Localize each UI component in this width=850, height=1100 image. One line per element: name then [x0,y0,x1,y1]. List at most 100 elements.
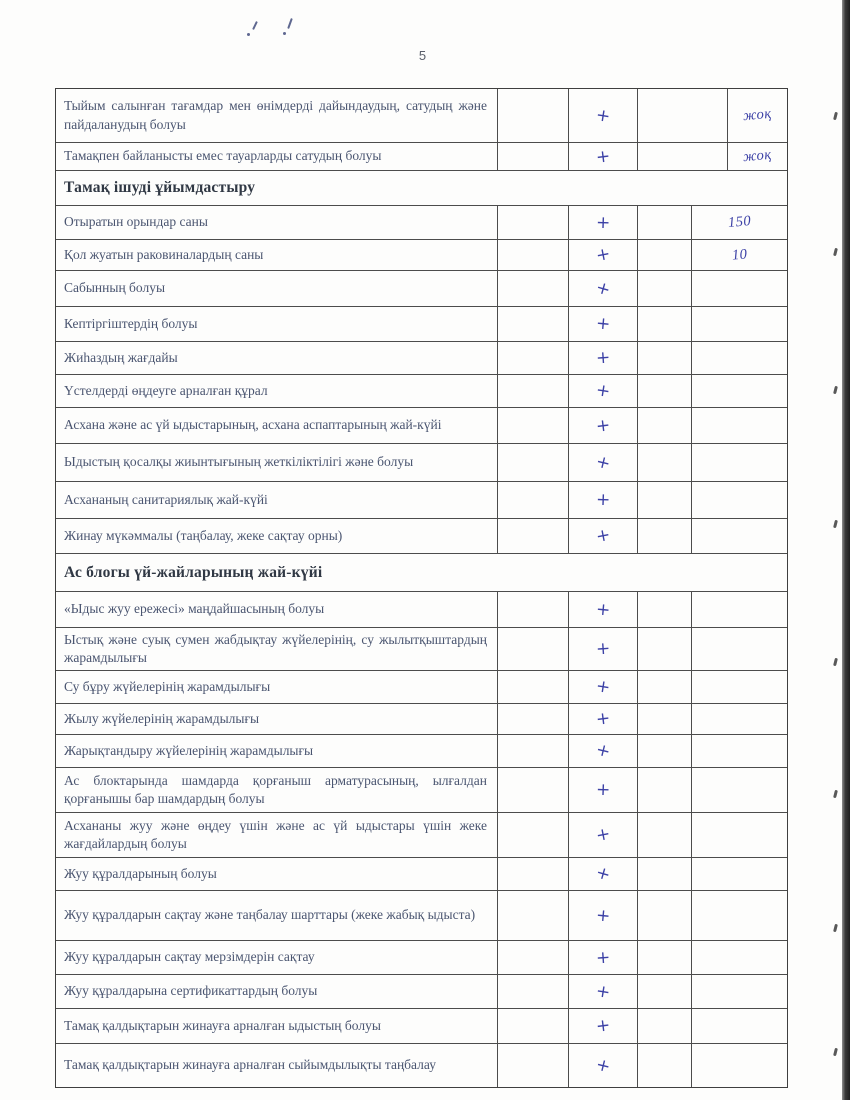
grade-cell [691,444,787,481]
table-row: Үстелдерді өңдеуге арналған құрал + [56,374,787,407]
table-row: Тыйым салынған тағамдар мен өнімдерді да… [56,89,787,142]
criterion-label: Тамақ қалдықтарын жинауға арналған ыдыст… [64,1017,381,1033]
grade-cell [691,975,787,1008]
grade-cell [497,519,568,553]
grade-cell [637,858,691,890]
grade-cell [637,143,727,170]
grade-cell [691,519,787,553]
table-row: Жуу құралдарын сақтау және таңбалау шарт… [56,890,787,940]
grade-cell: жоқ [727,89,787,142]
grade-cell [497,408,568,443]
grade-cell: + [568,342,637,374]
grade-cell: + [568,89,637,142]
criterion-label: Жинау мүкәммалы (таңбалау, жеке сақтау о… [64,527,343,543]
handwritten-plus-mark: + [594,823,612,847]
criterion-label: Сабынның болуы [64,280,166,296]
grade-cell [637,240,691,270]
criterion-label: Жиһаздың жағдайы [64,349,178,365]
grade-cell [497,735,568,767]
scan-edge-shadow [842,0,850,1100]
grade-cell [637,704,691,734]
handwritten-plus-mark: + [594,380,612,402]
handwritten-plus-mark: + [595,212,611,233]
criterion-label: Жарықтандыру жүйелерінің жарамдылығы [64,742,314,758]
handwritten-plus-mark: + [594,104,612,127]
handwritten-plus-mark: + [594,676,612,698]
grade-cell [691,342,787,374]
grade-cell [691,735,787,767]
criterion-label: Жуу құралдарын сақтау және таңбалау шарт… [64,907,476,923]
grade-cell [497,592,568,627]
table-row: Сабынның болуы + [56,270,787,306]
grade-cell [637,89,727,142]
criterion-label: Ыдыстың қосалқы жиынтығының жеткіліктілі… [64,454,414,470]
section-header-row: Тамақ ішуді ұйымдастыру [56,170,787,205]
grade-cell [497,1044,568,1087]
handwritten-plus-mark: + [594,243,612,267]
grade-cell: + [568,858,637,890]
handwritten-plus-mark: + [593,1054,613,1077]
grade-cell [691,1044,787,1087]
table-row: «Ыдыс жуу ережесі» маңдайшасының болуы + [56,591,787,627]
criterion-label: Кептіргіштердің болуы [64,315,198,331]
grade-cell [691,271,787,306]
table-row: Ас блоктарында шамдарда қорғаныш арматур… [56,767,787,812]
grade-cell [497,342,568,374]
handwritten-plus-mark: + [594,414,612,437]
handwritten-note: 150 [727,213,752,231]
handwritten-plus-mark: + [593,276,613,301]
grade-cell [497,704,568,734]
grade-cell [497,143,568,170]
criterion-label: Жуу құралдарына сертификаттардың болуы [64,983,318,999]
table-row: Жинау мүкәммалы (таңбалау, жеке сақтау о… [56,518,787,553]
handwritten-plus-mark: + [595,904,611,927]
grade-cell [691,768,787,812]
grade-cell [691,375,787,407]
criterion-label: Тыйым салынған тағамдар мен өнімдерді да… [64,98,487,132]
handwritten-plus-mark: + [593,451,613,474]
criterion-label: Ас блоктарында шамдарда қорғаныш арматур… [64,772,487,806]
criterion-label: Тамақ қалдықтарын жинауға арналған сыйым… [64,1057,436,1073]
criterion-label: Жуу құралдарының болуы [64,865,217,881]
grade-cell [637,206,691,239]
grade-cell: + [568,271,637,306]
criterion-label: «Ыдыс жуу ережесі» маңдайшасының болуы [64,601,325,617]
grade-cell [691,941,787,974]
handwritten-plus-mark: + [595,313,611,335]
grade-cell [637,592,691,627]
section-header-row: Ас блогы үй-жайларының жай-күйі [56,553,787,591]
grade-cell [637,671,691,703]
handwritten-note: жоқ [742,105,773,125]
grade-cell: + [568,891,637,940]
criterion-label: Қол жуатын раковиналардың саны [64,246,264,262]
grade-cell [497,1009,568,1043]
grade-cell: + [568,482,637,518]
grade-cell [497,444,568,481]
grade-cell [497,628,568,670]
criterion-label: Ыстық және суық сумен жабдықтау жүйелері… [64,631,487,665]
grade-cell [497,858,568,890]
grade-cell [637,271,691,306]
section-title: Тамақ ішуді ұйымдастыру [64,179,256,196]
grade-cell [691,671,787,703]
table-row: Отыратын орындар саны +150 [56,205,787,239]
grade-cell [497,482,568,518]
grade-cell [497,307,568,341]
handwritten-plus-mark: + [594,524,612,548]
grade-cell: + [568,671,637,703]
binding-mark [833,519,838,529]
grade-cell: 10 [691,240,787,270]
table-row: Жарықтандыру жүйелерінің жарамдылығы + [56,734,787,767]
grade-cell [497,768,568,812]
page-number: 5 [418,48,427,63]
grade-cell: + [568,408,637,443]
table-row: Асхана және ас үй ыдыстарының, асхана ас… [56,407,787,443]
grade-cell: + [568,519,637,553]
grade-cell [497,240,568,270]
grade-cell [637,519,691,553]
grade-cell: + [568,592,637,627]
grade-cell: + [568,768,637,812]
grade-cell: + [568,813,637,857]
grade-cell [637,444,691,481]
grade-cell [637,1009,691,1043]
